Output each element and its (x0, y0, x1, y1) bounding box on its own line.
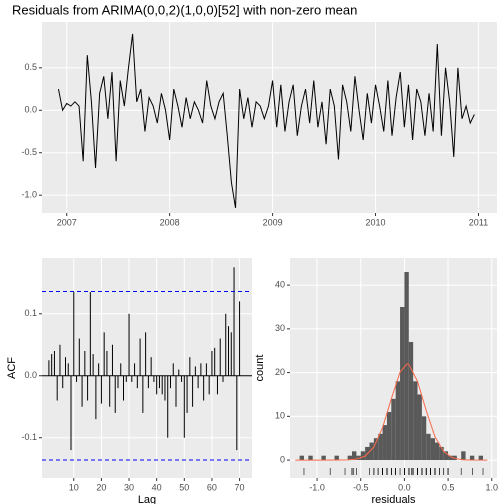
y-tick-label: 0.1 (24, 308, 37, 318)
x-tick-label: 2010 (366, 217, 386, 227)
x-tick-label: 2009 (263, 217, 283, 227)
histogram-bar (321, 455, 326, 461)
histogram-bar (369, 442, 374, 461)
histogram-bar (408, 341, 414, 461)
residual-line (57, 33, 475, 208)
chart-title: Residuals from ARIMA(0,0,2)(1,0,0)[52] w… (12, 2, 357, 17)
histogram-bar (439, 446, 444, 461)
x-tick-label: 60 (207, 482, 217, 492)
histogram-bar (417, 394, 422, 461)
x-axis-title: Lag (138, 494, 156, 504)
x-tick-label: 2007 (57, 217, 77, 227)
x-axis-title: residuals (371, 494, 416, 504)
y-tick-label: 10 (275, 411, 285, 421)
histogram-bar (434, 442, 440, 461)
histogram-bar (373, 438, 379, 461)
panel-background (42, 258, 252, 478)
x-tick-label: -1.0 (309, 482, 325, 492)
histogram-bar (421, 416, 427, 461)
histogram-bar (386, 411, 392, 461)
histogram-bar (334, 455, 339, 461)
x-tick-label: 50 (179, 482, 189, 492)
histogram-bar (299, 455, 304, 461)
x-tick-label: 2011 (469, 217, 488, 227)
x-tick-label: 2008 (160, 217, 180, 227)
x-tick-label: 10 (69, 482, 79, 492)
panel-background (42, 22, 497, 213)
histogram-bar (308, 455, 313, 461)
histogram-bar (448, 455, 453, 461)
y-tick-label: 40 (275, 279, 285, 289)
histogram-bar (382, 425, 387, 461)
y-axis-title: ACF (6, 357, 18, 379)
histogram-bar (391, 398, 396, 461)
y-tick-label: 0 (280, 454, 285, 464)
y-tick-label: 30 (275, 323, 285, 333)
histogram-bar (395, 381, 401, 461)
y-tick-label: 20 (275, 367, 285, 377)
histogram-bar (461, 451, 466, 461)
histogram-bar (352, 451, 357, 461)
histogram-bar (347, 455, 353, 461)
histogram-bar (400, 306, 405, 461)
histogram-bar (378, 433, 383, 461)
x-tick-label: 0.5 (442, 482, 455, 492)
y-tick-label: -0.1 (21, 432, 37, 442)
histogram-bar (404, 271, 409, 461)
x-tick-label: 40 (152, 482, 162, 492)
histogram-bar (360, 451, 366, 461)
x-tick-label: -0.5 (353, 482, 369, 492)
histogram-bar (426, 433, 431, 461)
y-axis-title: count (254, 355, 266, 382)
x-tick-label: 20 (96, 482, 106, 492)
histogram-bar (443, 451, 449, 461)
y-tick-label: 0.0 (24, 105, 37, 115)
histogram-bar (469, 455, 475, 461)
histogram-bar (430, 438, 435, 461)
x-tick-label: 0.0 (398, 482, 411, 492)
y-tick-label: -0.5 (21, 147, 37, 157)
y-tick-label: -1.0 (21, 190, 37, 200)
histogram-bar (478, 455, 484, 461)
x-tick-label: 1.0 (486, 482, 499, 492)
y-tick-label: 0.0 (24, 370, 37, 380)
x-tick-label: 70 (235, 482, 245, 492)
histogram-bar (413, 381, 418, 461)
normal-curve (295, 363, 488, 461)
y-tick-label: 0.5 (24, 62, 37, 72)
x-tick-label: 30 (124, 482, 134, 492)
